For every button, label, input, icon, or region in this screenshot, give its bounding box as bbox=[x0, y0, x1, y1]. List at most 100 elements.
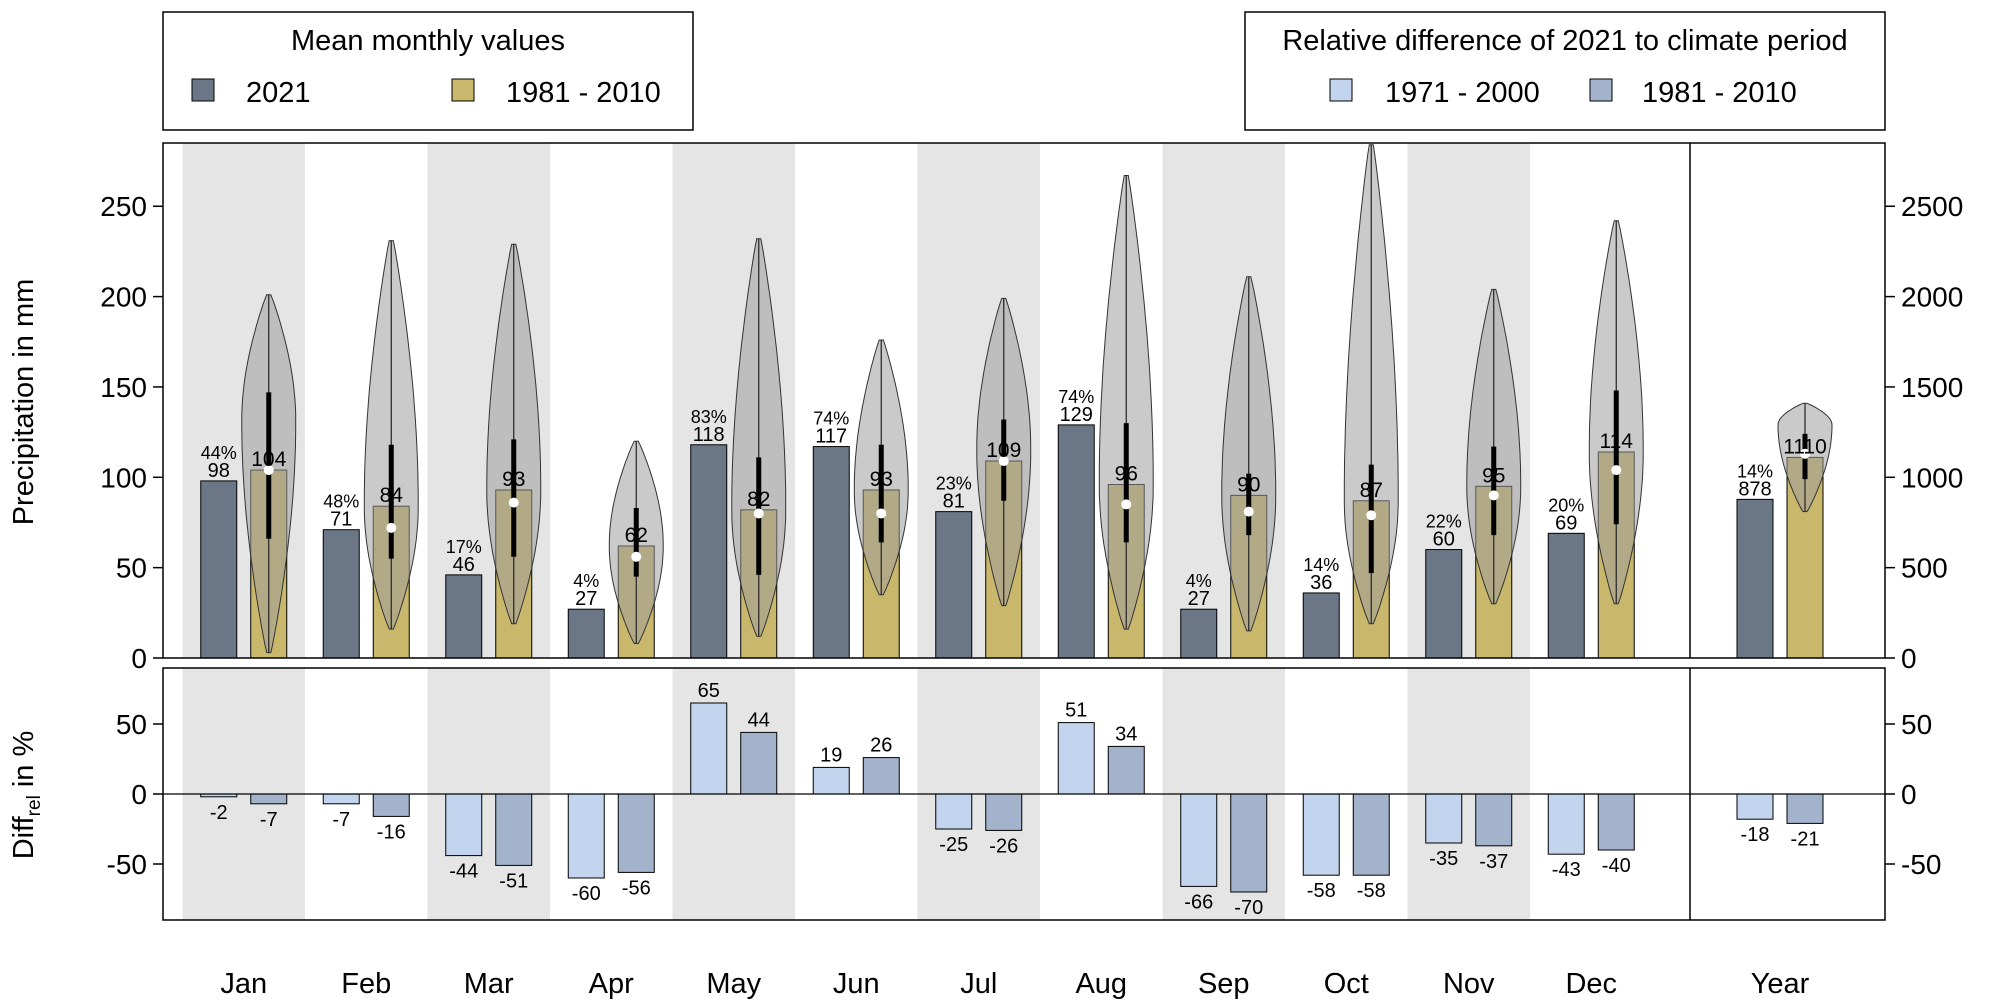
diff-8110-0 bbox=[250, 793, 288, 805]
diff-7100-1 bbox=[322, 793, 360, 805]
diff-8110-9 bbox=[1352, 793, 1390, 876]
y-tick-label-left: 100 bbox=[100, 462, 147, 493]
bar-2021-value-0: 98 bbox=[208, 460, 230, 482]
bar-2021-percent-11: 20% bbox=[1548, 495, 1584, 515]
legend-label-2021: 2021 bbox=[246, 77, 311, 109]
diff-7100-year bbox=[1736, 793, 1774, 820]
diff-8110-label-1: -16 bbox=[377, 821, 406, 843]
bar-2021-7 bbox=[1057, 424, 1095, 659]
diff-tick-label-right: -50 bbox=[1901, 849, 1941, 880]
diff-7100-4 bbox=[690, 702, 728, 795]
diff-8110-year bbox=[1786, 793, 1824, 824]
bar-2021-value-10: 60 bbox=[1433, 529, 1455, 551]
x-label-may: May bbox=[706, 968, 761, 1000]
legend-mean-monthly: Mean monthly values 2021 1981 - 2010 bbox=[162, 11, 694, 131]
diff-7100-11 bbox=[1547, 793, 1585, 855]
violin-median-2 bbox=[508, 497, 519, 508]
diff-8110-label-year: -21 bbox=[1791, 828, 1820, 850]
violin-median-0 bbox=[263, 465, 274, 476]
legend-mean-monthly-title: Mean monthly values bbox=[291, 25, 565, 57]
bar-2021-value-11: 69 bbox=[1555, 512, 1577, 534]
violin-median-3 bbox=[631, 551, 642, 562]
bar-clim-value-8: 90 bbox=[1237, 473, 1260, 496]
diff-8110-label-6: -26 bbox=[989, 835, 1018, 857]
diff-7100-label-7: 51 bbox=[1065, 700, 1087, 722]
diff-7100-label-0: -2 bbox=[210, 802, 228, 824]
x-label-jun: Jun bbox=[833, 968, 880, 1000]
bar-2021-value-6: 81 bbox=[943, 491, 965, 513]
violin-median-8 bbox=[1243, 506, 1254, 517]
x-label-sep: Sep bbox=[1198, 968, 1250, 1000]
bar-2021-percent-10: 22% bbox=[1426, 512, 1462, 532]
bar-2021-percent-3: 4% bbox=[573, 571, 599, 591]
y-tick-label-right: 1500 bbox=[1901, 372, 1963, 403]
bar-2021-value-8: 27 bbox=[1188, 588, 1210, 610]
bar-2021-5 bbox=[812, 446, 850, 659]
diff-8110-label-5: 26 bbox=[870, 735, 892, 757]
diff-7100-label-9: -58 bbox=[1307, 880, 1336, 902]
y-axis-title-diff: Diffrel in % bbox=[8, 731, 45, 860]
legend-label-7100: 1971 - 2000 bbox=[1385, 77, 1540, 109]
diff-8110-1 bbox=[372, 793, 410, 817]
bar-2021-0 bbox=[200, 480, 238, 659]
violin-median-4 bbox=[753, 508, 764, 519]
diff-tick-label-left: -50 bbox=[107, 849, 147, 880]
violin-median-6 bbox=[998, 456, 1009, 467]
diff-8110-label-3: -56 bbox=[622, 877, 651, 899]
x-label-aug: Aug bbox=[1075, 968, 1127, 1000]
violin-median-year bbox=[1800, 448, 1810, 459]
bar-clim-value-5: 93 bbox=[870, 468, 893, 491]
x-label-oct: Oct bbox=[1324, 968, 1369, 1000]
legend-relative-difference: Relative difference of 2021 to climate p… bbox=[1244, 11, 1886, 131]
diff-7100-8 bbox=[1180, 793, 1218, 887]
y-axis-title-precip: Precipitation in mm bbox=[8, 279, 40, 526]
diff-8110-4 bbox=[740, 731, 778, 795]
diff-tick-label-right: 0 bbox=[1901, 779, 1917, 810]
diff-7100-label-3: -60 bbox=[572, 883, 601, 905]
x-label-dec: Dec bbox=[1565, 968, 1617, 1000]
bar-2021-value-7: 129 bbox=[1060, 404, 1093, 426]
violin-median-10 bbox=[1488, 490, 1499, 501]
diff-7100-label-8: -66 bbox=[1184, 891, 1213, 913]
bar-2021-value-1: 71 bbox=[330, 509, 352, 531]
bar-clim-value-1: 84 bbox=[380, 484, 404, 507]
diff-7100-6 bbox=[935, 793, 973, 830]
x-label-jul: Jul bbox=[960, 968, 997, 1000]
diff-tick-label-right: 50 bbox=[1901, 709, 1932, 740]
diff-8110-2 bbox=[495, 793, 533, 866]
bar-2021-value-2: 46 bbox=[453, 554, 475, 576]
bar-2021-percent-0: 44% bbox=[201, 443, 237, 463]
bar-clim-value-year: 1110 bbox=[1783, 435, 1827, 458]
diff-panel: -2 -7 -7 -16 -44 -51 -60 -56 65 44 19 26 -25 -26 51 34 -… bbox=[200, 680, 1824, 919]
diff-7100-3 bbox=[567, 793, 605, 879]
violin-median-11 bbox=[1611, 465, 1622, 476]
bar-2021-value-5: 117 bbox=[815, 426, 847, 448]
diff-7100-2 bbox=[445, 793, 483, 857]
legend-label-8110: 1981 - 2010 bbox=[1642, 77, 1797, 109]
diff-7100-7 bbox=[1057, 722, 1095, 795]
diff-8110-label-0: -7 bbox=[260, 809, 278, 831]
bar-clim-value-11: 114 bbox=[1600, 430, 1634, 453]
bar-2021-value-4: 118 bbox=[693, 424, 725, 446]
diff-8110-label-8: -70 bbox=[1234, 897, 1263, 919]
bar-2021-value-3: 27 bbox=[575, 588, 597, 610]
violin-median-7 bbox=[1121, 499, 1132, 510]
diff-8110-label-11: -40 bbox=[1602, 855, 1631, 877]
diff-7100-label-2: -44 bbox=[449, 861, 478, 883]
diff-tick-label-left: 50 bbox=[116, 709, 147, 740]
y-tick-label-right: 2000 bbox=[1901, 282, 1963, 313]
bar-2021-percent-7: 74% bbox=[1058, 387, 1094, 407]
diff-8110-label-4: 44 bbox=[748, 709, 770, 731]
y-tick-label-right: 0 bbox=[1901, 643, 1917, 674]
legend-relative-difference-title: Relative difference of 2021 to climate p… bbox=[1282, 25, 1847, 57]
y-tick-label-right: 1000 bbox=[1901, 462, 1963, 493]
legend-swatch-7100 bbox=[1329, 78, 1353, 102]
diff-7100-9 bbox=[1302, 793, 1340, 876]
diff-7100-10 bbox=[1425, 793, 1463, 844]
bar-2021-value-year: 878 bbox=[1738, 478, 1771, 500]
bar-2021-2 bbox=[445, 574, 483, 659]
bar-clim-value-2: 93 bbox=[502, 468, 525, 491]
violin-median-1 bbox=[386, 522, 397, 533]
diff-7100-label-year: -18 bbox=[1741, 824, 1770, 846]
